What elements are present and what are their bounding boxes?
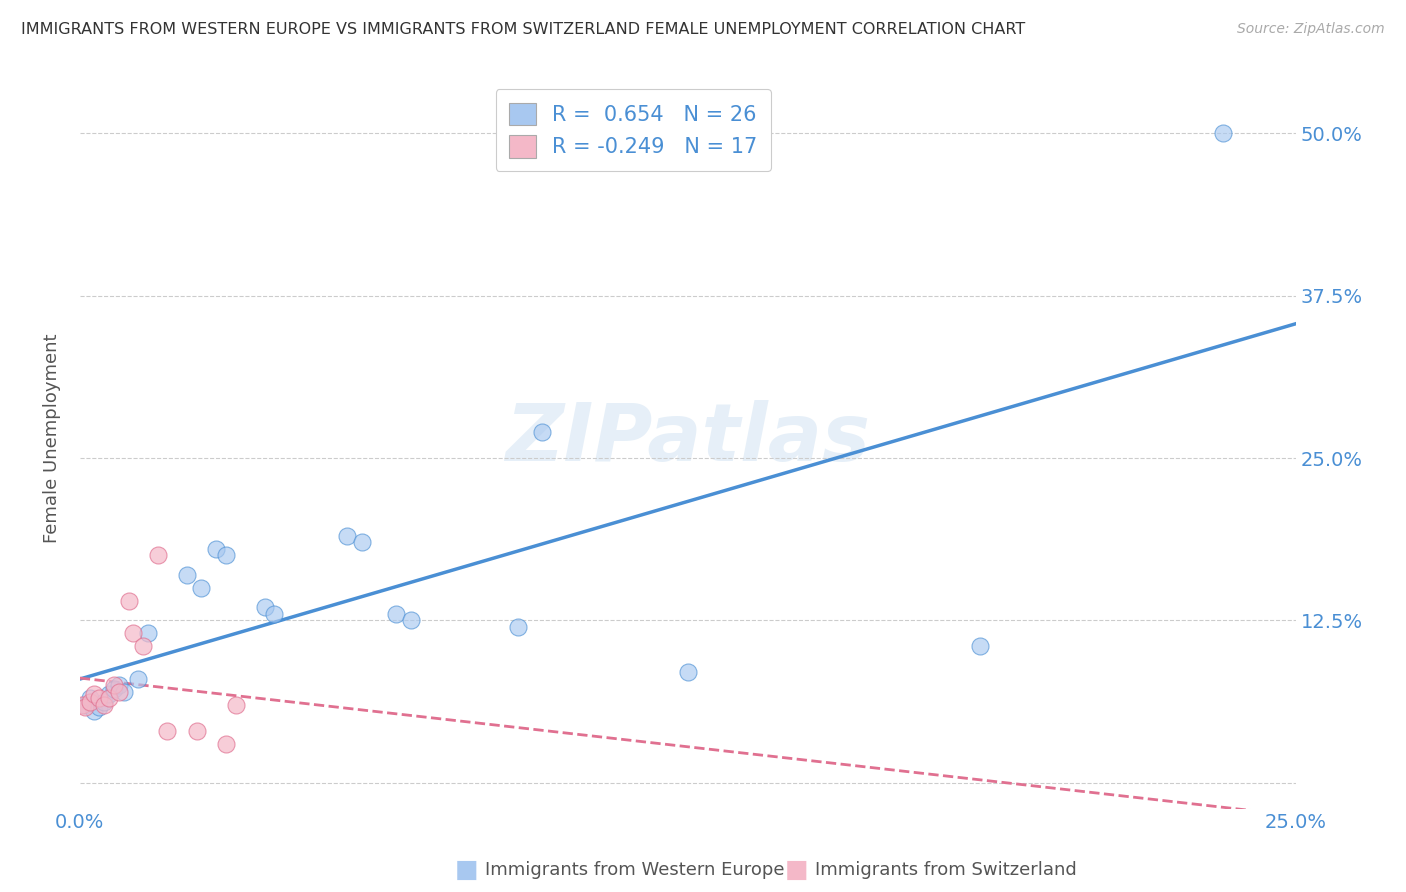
Point — [530, 425, 553, 439]
Point — [263, 607, 285, 621]
Point — [186, 723, 208, 738]
Point — [98, 687, 121, 701]
Point — [83, 704, 105, 718]
Point — [253, 600, 276, 615]
Point — [176, 567, 198, 582]
Text: Source: ZipAtlas.com: Source: ZipAtlas.com — [1237, 22, 1385, 37]
Point — [72, 698, 94, 712]
Y-axis label: Female Unemployment: Female Unemployment — [44, 334, 60, 543]
Point — [98, 691, 121, 706]
Text: ZIPatlas: ZIPatlas — [505, 400, 870, 477]
Point — [336, 529, 359, 543]
Point — [205, 541, 228, 556]
Text: ■: ■ — [454, 858, 478, 881]
Point — [215, 549, 238, 563]
Point — [117, 594, 139, 608]
Point — [73, 698, 96, 712]
Point — [676, 665, 699, 680]
Point — [122, 626, 145, 640]
Point — [83, 687, 105, 701]
Point — [136, 626, 159, 640]
Point — [112, 684, 135, 698]
Point — [146, 549, 169, 563]
Point — [225, 698, 247, 712]
Point — [73, 700, 96, 714]
Point — [127, 672, 149, 686]
Point — [79, 691, 101, 706]
Point — [969, 640, 991, 654]
Point — [132, 640, 155, 654]
Point — [156, 723, 179, 738]
Text: IMMIGRANTS FROM WESTERN EUROPE VS IMMIGRANTS FROM SWITZERLAND FEMALE UNEMPLOYMEN: IMMIGRANTS FROM WESTERN EUROPE VS IMMIGR… — [21, 22, 1025, 37]
Point — [350, 535, 373, 549]
Point — [215, 737, 238, 751]
Point — [506, 620, 529, 634]
Text: Immigrants from Western Europe: Immigrants from Western Europe — [485, 861, 785, 879]
Point — [103, 678, 125, 692]
Text: ■: ■ — [785, 858, 808, 881]
Point — [103, 682, 125, 697]
Point — [399, 613, 422, 627]
Point — [107, 678, 129, 692]
Point — [89, 700, 111, 714]
Legend: R =  0.654   N = 26, R = -0.249   N = 17: R = 0.654 N = 26, R = -0.249 N = 17 — [495, 89, 770, 171]
Point — [1212, 127, 1234, 141]
Point — [385, 607, 408, 621]
Point — [79, 695, 101, 709]
Point — [93, 695, 115, 709]
Point — [190, 581, 212, 595]
Point — [93, 698, 115, 712]
Point — [107, 684, 129, 698]
Point — [89, 691, 111, 706]
Text: Immigrants from Switzerland: Immigrants from Switzerland — [815, 861, 1077, 879]
